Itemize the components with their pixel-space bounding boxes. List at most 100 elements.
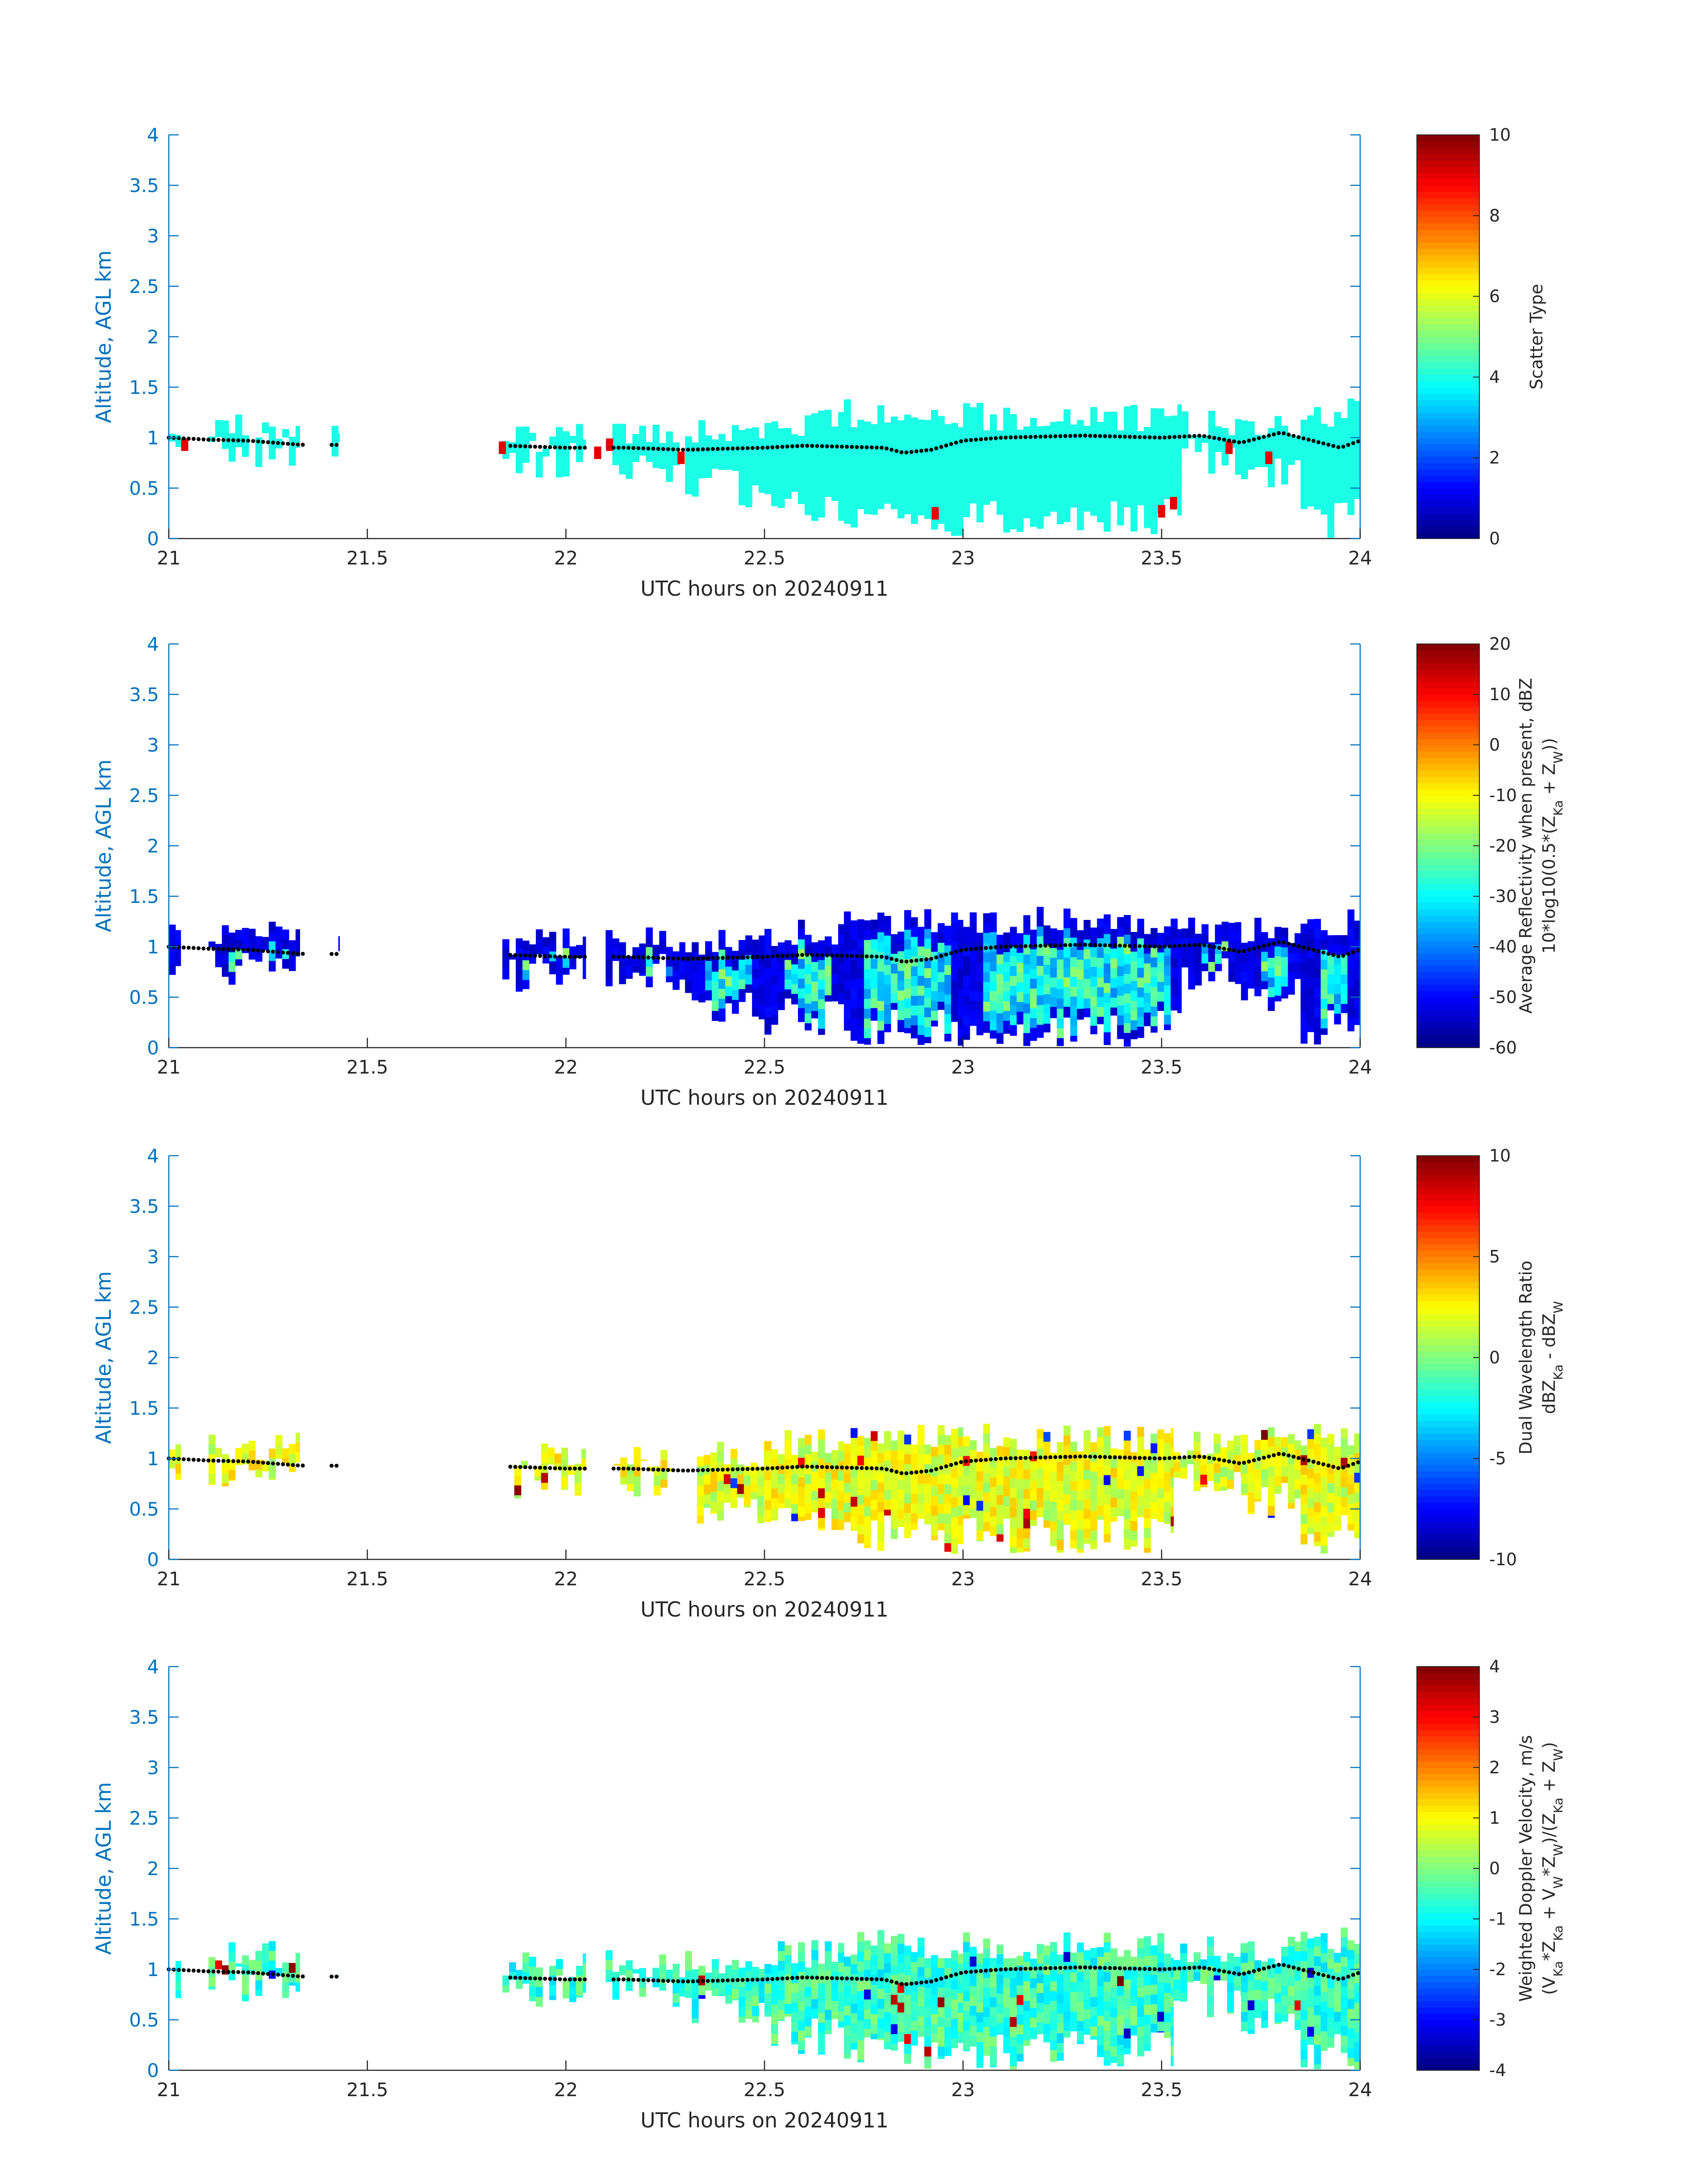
colorbar-segment <box>1417 412 1479 419</box>
heatmap-cell <box>1050 1951 1057 1962</box>
heatmap-cell <box>857 2040 864 2051</box>
heatmap-cell <box>248 938 256 949</box>
colorbar-label-formula: 10*log10(0.5*(ZKa + ZW)) <box>1539 738 1566 953</box>
heatmap-cell <box>951 2039 958 2048</box>
heatmap-cell <box>1144 2034 1151 2045</box>
heatmap-cell <box>1030 2037 1037 2039</box>
heatmap-cell <box>1314 407 1321 418</box>
heatmap-cell <box>1307 1488 1315 1499</box>
heatmap-cell <box>1117 1956 1124 1967</box>
heatmap-cell <box>1221 922 1229 932</box>
heatmap-cell <box>917 488 925 498</box>
heatmap-cell <box>235 949 242 960</box>
heatmap-cell <box>703 1455 711 1465</box>
colorbar-segment <box>1417 1528 1479 1535</box>
heatmap-cell <box>1030 1998 1037 2008</box>
heatmap-cell <box>778 1951 785 1961</box>
cloud-base-dot <box>864 445 869 450</box>
heatmap-cell <box>969 1011 977 1021</box>
heatmap-cell <box>1097 977 1104 988</box>
heatmap-cell <box>850 2033 858 2043</box>
heatmap-cell <box>944 522 952 532</box>
cloud-base-dot <box>231 1459 235 1463</box>
heatmap-cell <box>1354 1532 1361 1538</box>
heatmap-cell <box>208 1474 216 1484</box>
heatmap-cell <box>1117 1459 1124 1470</box>
heatmap-cell <box>811 482 819 493</box>
heatmap-cell <box>563 451 570 461</box>
heatmap-cell <box>951 1507 958 1517</box>
heatmap-cell <box>1057 2033 1064 2043</box>
cloud-base-dot <box>646 446 651 451</box>
heatmap-cell <box>850 1993 858 2004</box>
heatmap-cell <box>1117 1479 1124 1489</box>
cloud-base-dot <box>1261 1455 1266 1460</box>
heatmap-cell <box>268 951 276 961</box>
heatmap-cell <box>752 1996 759 2006</box>
heatmap-cell <box>1157 991 1165 1002</box>
heatmap-cell <box>1170 474 1178 485</box>
cloud-base-dot <box>1167 1456 1172 1460</box>
heatmap-cell <box>764 1480 772 1491</box>
heatmap-cell <box>221 935 229 945</box>
cloud-base-dot <box>1014 435 1018 439</box>
heatmap-cell <box>235 1963 242 1967</box>
heatmap-cell <box>1097 1427 1104 1437</box>
heatmap-cell <box>529 1986 536 1997</box>
heatmap-cell <box>983 1473 990 1483</box>
heatmap-cell <box>1117 469 1124 480</box>
heatmap-cell <box>1117 976 1124 986</box>
heatmap-cell <box>831 1961 839 1972</box>
heatmap-cell <box>877 991 885 1002</box>
heatmap-cell <box>963 442 970 453</box>
heatmap-cell <box>1117 946 1124 957</box>
heatmap-cell <box>295 1982 300 1992</box>
heatmap-cell <box>1043 426 1051 436</box>
heatmap-cell <box>705 941 712 952</box>
cloud-base-dot <box>869 1466 874 1471</box>
heatmap-cell <box>1023 1033 1031 1043</box>
colorbar-segment <box>1417 663 1479 670</box>
heatmap-cell <box>268 1468 276 1479</box>
heatmap-cell <box>805 1003 812 1014</box>
heatmap-cell <box>666 481 673 482</box>
heatmap-cell <box>976 403 984 413</box>
heatmap-cell <box>712 1959 719 1969</box>
heatmap-cell <box>785 1489 792 1500</box>
heatmap-cell <box>288 969 296 971</box>
heatmap-cell <box>963 2001 970 2011</box>
heatmap-cell <box>957 456 964 467</box>
heatmap-cell <box>1023 925 1031 935</box>
cloud-base-dot <box>1008 1456 1013 1460</box>
heatmap-cell <box>1314 1027 1321 1037</box>
heatmap-cell <box>1097 1437 1104 1447</box>
heatmap-cell <box>1090 1997 1098 2007</box>
heatmap-cell <box>1077 969 1084 980</box>
heatmap-cell <box>1097 1996 1104 2006</box>
cloud-base-dot <box>1212 945 1216 949</box>
cloud-base-dot <box>261 949 265 953</box>
heatmap-cell <box>976 511 984 521</box>
heatmap-cell <box>561 1457 568 1468</box>
heatmap-cell <box>1150 497 1158 507</box>
heatmap-cell <box>1036 514 1044 525</box>
heatmap-cell <box>1030 929 1037 940</box>
heatmap-cell <box>996 984 1004 994</box>
heatmap-cell <box>798 1952 805 1962</box>
heatmap-cell <box>1077 1952 1084 1963</box>
heatmap-cell <box>1327 935 1335 945</box>
heatmap-cell <box>1103 1952 1111 1963</box>
heatmap-cell <box>771 1994 778 2005</box>
cloud-base-dot <box>726 447 730 451</box>
heatmap-cell <box>1157 2012 1165 2022</box>
heatmap-cell <box>1090 1958 1098 1968</box>
heatmap-cell <box>228 942 236 953</box>
heatmap-cell <box>1207 1995 1214 2006</box>
cloud-base-dot <box>1137 435 1142 439</box>
heatmap-cell <box>969 427 977 437</box>
heatmap-cell <box>976 1491 984 1501</box>
heatmap-cell <box>1043 1955 1051 1965</box>
heatmap-cell <box>1117 1489 1124 1499</box>
heatmap-cell <box>1050 1531 1057 1542</box>
heatmap-cell <box>904 1018 911 1028</box>
